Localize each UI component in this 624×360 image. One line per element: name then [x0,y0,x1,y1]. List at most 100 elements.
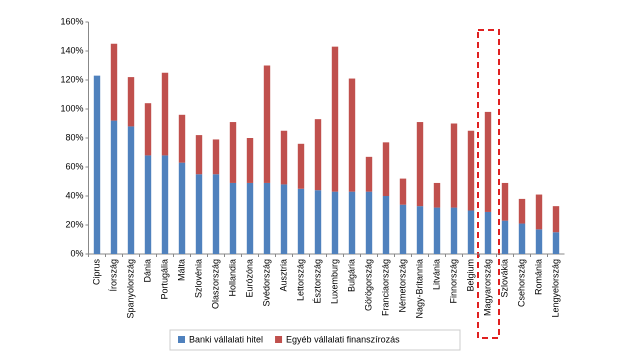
y-tick-label: 20% [65,219,83,229]
x-tick-label: Írország [108,259,118,292]
bar-segment [518,198,526,224]
x-tick-label: Litvánia [431,259,441,290]
x-tick-label: Eurózóna [244,259,254,298]
y-tick-label: 60% [65,161,83,171]
bar-segment [501,182,509,221]
bar-segment [535,229,543,254]
highlight-box [477,29,500,339]
bar-segment [399,178,407,205]
bar-segment [246,182,254,254]
x-tick-label: Észtország [312,259,322,304]
bar-segment [365,191,373,254]
x-tick-label: Nagy-Britannia [414,259,424,319]
bar-segment [178,114,186,163]
legend-label: Banki vállalati hitel [189,334,263,344]
bar-segment [484,211,492,254]
x-tick-label: Olaszország [210,259,220,309]
bar-segment [433,182,441,208]
legend-swatch [275,336,283,343]
bar-segment [127,77,135,127]
bar-segment [161,155,169,254]
x-tick-label: Szlovénia [193,259,203,298]
x-tick-label: Csehország [516,259,526,307]
bar-segment [314,190,322,254]
bar-segment [297,143,305,189]
bar-segment [399,204,407,254]
bar-segment [450,207,458,254]
bar-segment [416,122,424,207]
bar-segment [195,135,203,175]
x-tick-label: Bulgária [346,259,356,292]
bar-segment [331,191,339,254]
bar-segment [246,138,254,183]
y-tick-label: 40% [65,190,83,200]
bar-segment [450,123,458,208]
bar-segment [127,126,135,254]
x-tick-label: Hollandia [227,259,237,297]
bar-segment [297,188,305,254]
y-tick-label: 160% [60,16,83,26]
y-tick-label: 80% [65,132,83,142]
bar-segment [229,122,237,183]
bar-segment [212,139,220,175]
x-tick-label: Lettország [295,259,305,301]
bar-segment [348,78,356,192]
bar-segment [314,119,322,191]
bar-segment [433,207,441,254]
x-tick-label: Svédország [261,259,271,307]
y-tick-label: 0% [70,248,83,258]
bar-segment [110,120,118,254]
x-tick-label: Portugália [159,259,169,300]
bar-segment [263,65,271,183]
bar-segment [518,223,526,254]
x-tick-label: Magyarország [482,259,492,316]
bar-segment [501,220,509,254]
y-tick-label: 120% [60,74,83,84]
bar-segment [552,206,560,233]
y-tick-label: 100% [60,103,83,113]
bar-segment [484,111,492,212]
bar-segment [467,210,475,254]
legend-box [169,329,461,351]
bar-segment [280,184,288,254]
bar-segment [535,194,543,230]
bar-segment [280,130,288,185]
bar-segment [416,206,424,254]
x-tick-label: Szlovákia [499,259,509,298]
x-tick-label: Belgium [465,259,475,292]
bar-segment [382,196,390,254]
x-tick-label: Románia [533,259,543,295]
bar-segment [382,142,390,196]
bar-segment [552,232,560,254]
x-tick-label: Dánia [142,259,152,283]
legend-label: Egyéb vállalati finanszírozás [286,334,400,344]
bar-segment [229,182,237,254]
bar-segment [144,103,152,156]
x-tick-label: Németország [397,259,407,313]
x-tick-label: Ausztria [278,259,288,292]
x-tick-label: Lengyelország [550,259,560,318]
x-tick-label: Görögország [363,259,373,311]
x-tick-label: Spanyolország [125,259,135,319]
bar-segment [195,174,203,254]
bar-segment [110,43,118,121]
x-tick-label: Finnország [448,259,458,304]
bar-segment [178,162,186,254]
bar-segment [263,182,271,254]
x-tick-label: Ciprus [91,259,101,286]
bar-segment [212,174,220,254]
bar-segment [161,72,169,156]
y-tick-label: 140% [60,45,83,55]
bar-segment [93,75,101,255]
bar-segment [365,156,373,192]
x-tick-label: Franciaország [380,259,390,316]
x-tick-label: Málta [176,259,186,281]
bar-segment [331,46,339,192]
bar-segment [348,191,356,254]
bar-segment [144,155,152,254]
legend-swatch [178,336,185,343]
x-tick-label: Luxemburg [329,259,339,304]
